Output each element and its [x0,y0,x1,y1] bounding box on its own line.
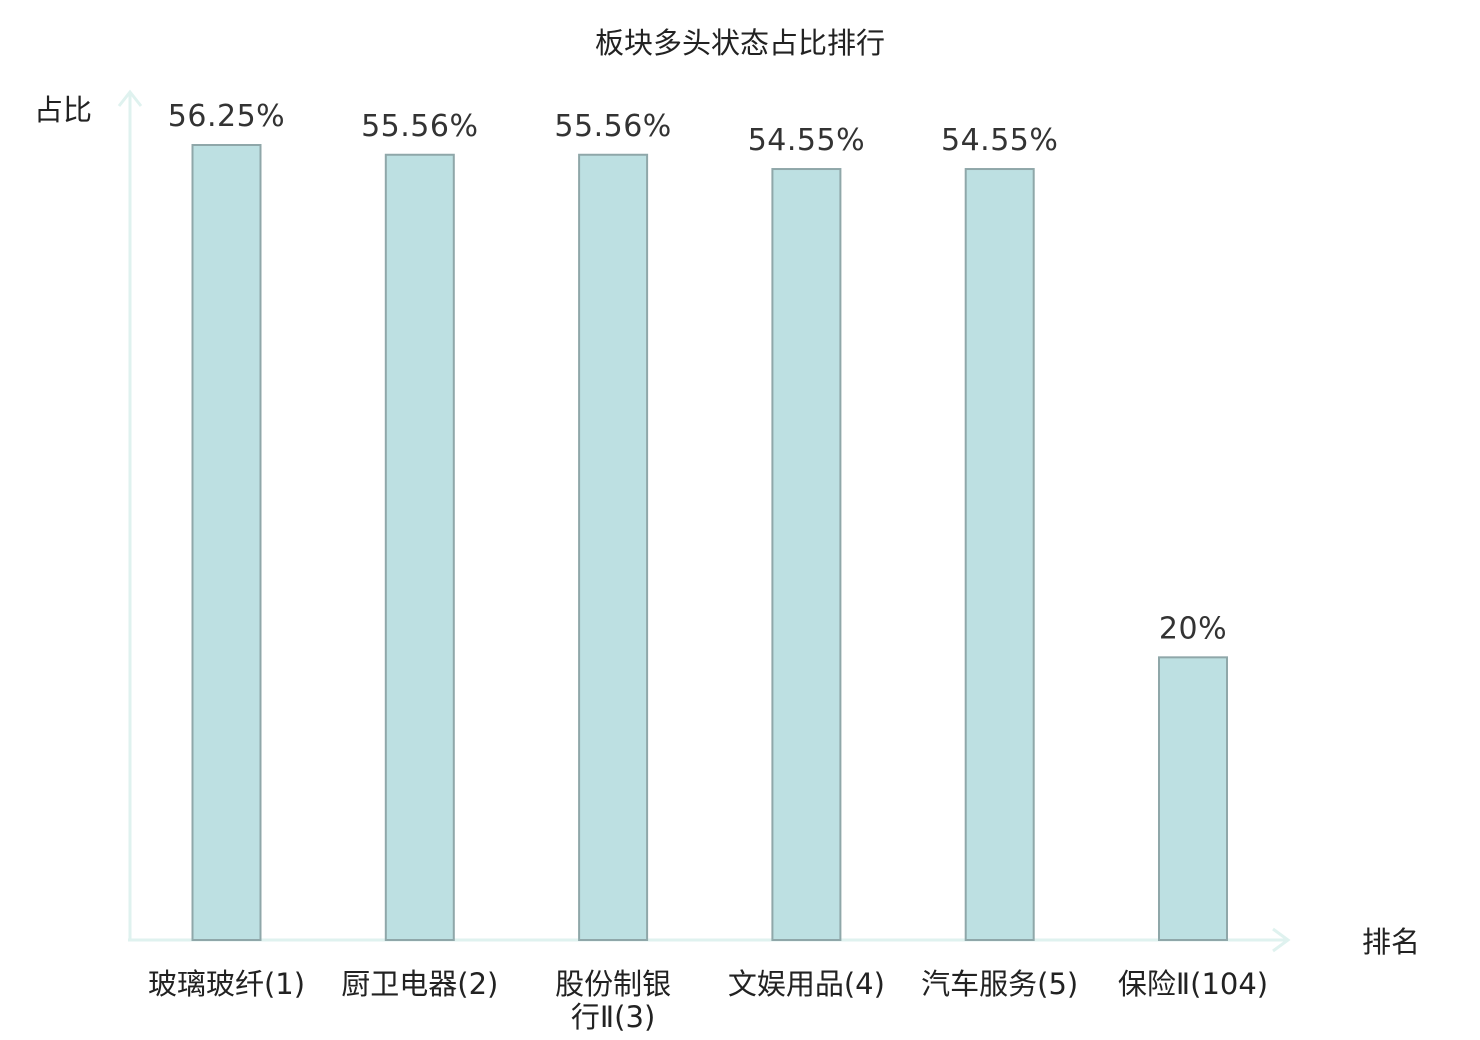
y-axis-arrow [117,89,143,107]
bar [384,153,455,941]
category-label: 玻璃玻纤(1) [148,967,305,1001]
x-axis-label: 排名 [1362,925,1420,959]
category-label: 保险Ⅱ(104) [1118,967,1268,1001]
category-label: 股份制银行Ⅱ(3) [555,967,671,1034]
bar [964,168,1035,941]
category-label: 厨卫电器(2) [341,967,498,1001]
category-label-line: 汽车服务(5) [921,967,1078,1001]
bar [1158,656,1228,941]
bar [771,168,842,941]
category-label-line: 玻璃玻纤(1) [148,967,305,1001]
category-label-line: 文娱用品(4) [728,967,885,1001]
value-labels-group: 56.25% 55.56% 55.56% 54.55% 54.55% 20% [168,99,1227,646]
category-label-line: 厨卫电器(2) [341,967,498,1001]
category-label: 文娱用品(4) [728,967,885,1001]
category-label-line: 股份制银 [555,967,671,1001]
value-label: 54.55% [941,123,1058,158]
axes [117,89,1291,953]
category-labels-group: 玻璃玻纤(1) 厨卫电器(2) 股份制银行Ⅱ(3) 文娱用品(4) 汽车服务(5) 保险Ⅱ… [148,967,1268,1034]
value-label: 54.55% [748,123,865,158]
value-label: 55.56% [554,109,671,144]
value-label: 56.25% [168,99,285,134]
value-label: 20% [1159,611,1227,646]
x-axis-arrow [1272,927,1291,953]
bar [191,144,262,941]
category-label-line: 保险Ⅱ(104) [1118,967,1268,1001]
category-label: 汽车服务(5) [921,967,1078,1001]
value-label: 55.56% [361,109,478,144]
category-label-line: 行Ⅱ(3) [571,1000,655,1034]
y-axis-label: 占比 [34,93,92,127]
bar [578,153,649,941]
bars-group [191,144,1228,941]
chart-title: 板块多头状态占比排行 [595,26,885,60]
